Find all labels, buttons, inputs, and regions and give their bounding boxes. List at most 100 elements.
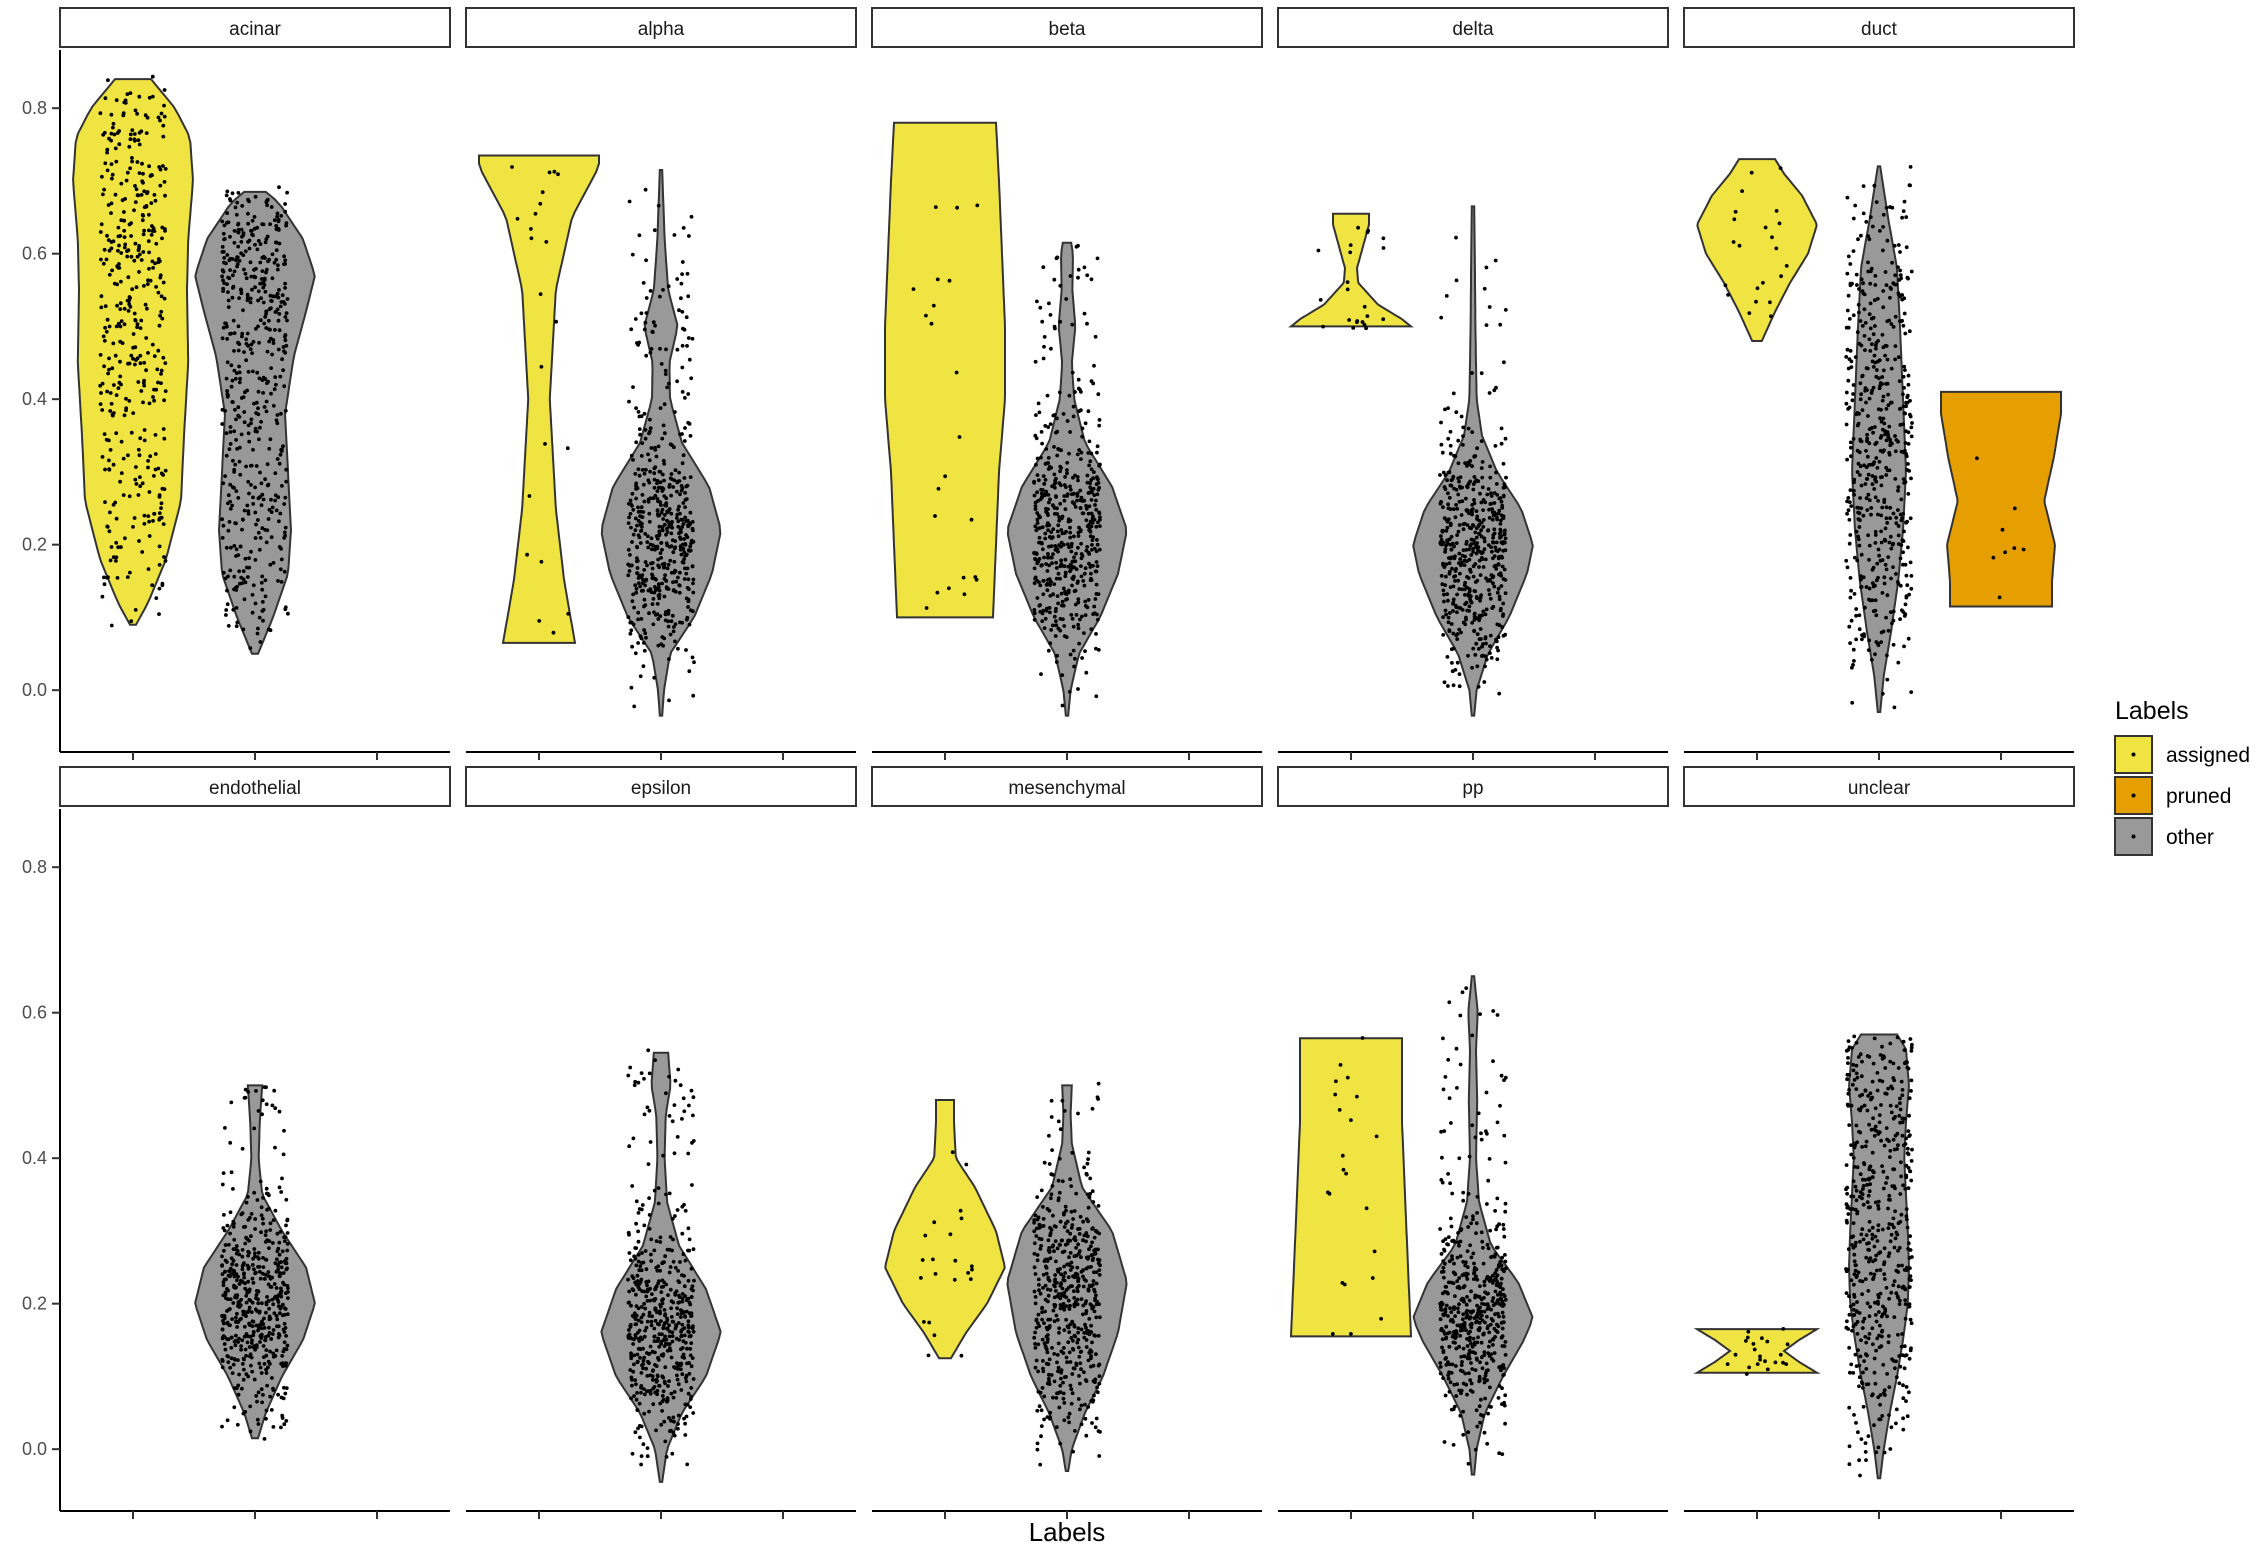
data-point: [1858, 319, 1863, 323]
data-point: [683, 1294, 688, 1298]
data-point: [669, 531, 674, 536]
data-point: [1502, 360, 1506, 365]
data-point: [667, 482, 672, 487]
data-point: [676, 1269, 680, 1273]
data-point: [225, 1321, 230, 1326]
data-point: [1888, 505, 1893, 510]
data-point: [1081, 1238, 1085, 1243]
data-point: [1483, 654, 1488, 659]
data-point: [100, 455, 105, 459]
data-point: [257, 1310, 262, 1315]
data-point: [1082, 631, 1086, 635]
data-point: [266, 1282, 271, 1287]
data-point: [284, 479, 289, 484]
data-point: [1095, 617, 1100, 622]
data-point: [1903, 602, 1908, 607]
data-point: [653, 448, 658, 452]
data-point: [1096, 1247, 1100, 1252]
data-point: [105, 525, 110, 529]
data-point: [1860, 289, 1865, 294]
data-point: [279, 1190, 284, 1194]
data-point: [1490, 507, 1494, 511]
data-point: [1061, 1396, 1066, 1401]
data-point: [1873, 274, 1878, 278]
data-point: [653, 1318, 658, 1323]
data-point: [1856, 510, 1860, 515]
data-point: [277, 288, 281, 292]
data-point: [1455, 610, 1459, 615]
data-point: [1488, 1385, 1492, 1390]
data-point: [636, 610, 641, 615]
data-point: [1084, 1345, 1089, 1349]
data-point: [124, 178, 129, 183]
data-point: [663, 573, 667, 577]
data-point: [276, 218, 281, 223]
data-point: [642, 604, 646, 609]
data-point: [635, 1273, 640, 1278]
data-point: [669, 544, 674, 549]
data-point: [1446, 491, 1450, 496]
data-point: [282, 502, 287, 506]
data-point: [142, 513, 147, 518]
data-point: [135, 193, 140, 198]
data-point: [256, 1265, 260, 1269]
data-point: [1483, 612, 1488, 617]
data-point: [1073, 1238, 1078, 1243]
data-point: [690, 1356, 695, 1360]
data-point: [111, 341, 116, 346]
data-point: [264, 1353, 269, 1358]
data-point: [684, 648, 688, 652]
data-point: [1448, 1380, 1453, 1385]
data-point: [1454, 1346, 1459, 1351]
data-point: [1334, 1079, 1338, 1084]
data-point: [163, 389, 168, 393]
data-point: [1453, 515, 1458, 520]
data-point: [1902, 199, 1907, 204]
data-point: [1889, 576, 1893, 581]
data-point: [1047, 1376, 1051, 1381]
data-point: [1095, 492, 1100, 497]
data-point: [1088, 1348, 1093, 1352]
data-point: [256, 1422, 261, 1426]
data-point: [653, 323, 657, 328]
data-point: [1849, 454, 1853, 459]
facet-strip: [1277, 766, 1669, 807]
data-point: [239, 1212, 244, 1217]
data-point: [225, 1223, 230, 1228]
data-point: [264, 399, 269, 404]
data-point: [1906, 382, 1911, 387]
data-point: [236, 230, 241, 235]
data-point: [1085, 1331, 1090, 1335]
data-point: [261, 1256, 265, 1260]
data-point: [260, 378, 265, 382]
data-point: [160, 316, 165, 321]
data-point: [1870, 342, 1874, 347]
data-point: [285, 1217, 290, 1222]
data-point: [102, 575, 106, 580]
data-point: [1097, 418, 1102, 422]
data-point: [113, 146, 118, 151]
data-point: [251, 583, 256, 588]
data-point: [1867, 543, 1872, 548]
data-point: [226, 1297, 230, 1301]
data-point: [1444, 294, 1449, 298]
data-point: [162, 103, 166, 108]
data-point: [282, 536, 287, 540]
data-point: [1883, 432, 1887, 437]
data-point: [1726, 293, 1730, 297]
data-point: [627, 1289, 632, 1294]
data-point: [130, 159, 135, 164]
data-point: [1054, 476, 1058, 481]
data-point: [225, 1287, 229, 1291]
data-point: [1072, 1209, 1077, 1213]
data-point: [1077, 1374, 1081, 1378]
data-point: [1500, 1386, 1504, 1391]
data-point: [1470, 665, 1474, 670]
data-point: [1032, 480, 1036, 485]
data-point: [664, 1192, 668, 1197]
data-point: [146, 278, 150, 283]
data-point: [1467, 589, 1472, 593]
data-point: [1457, 523, 1462, 527]
data-point: [225, 588, 229, 593]
data-point: [1774, 246, 1779, 251]
